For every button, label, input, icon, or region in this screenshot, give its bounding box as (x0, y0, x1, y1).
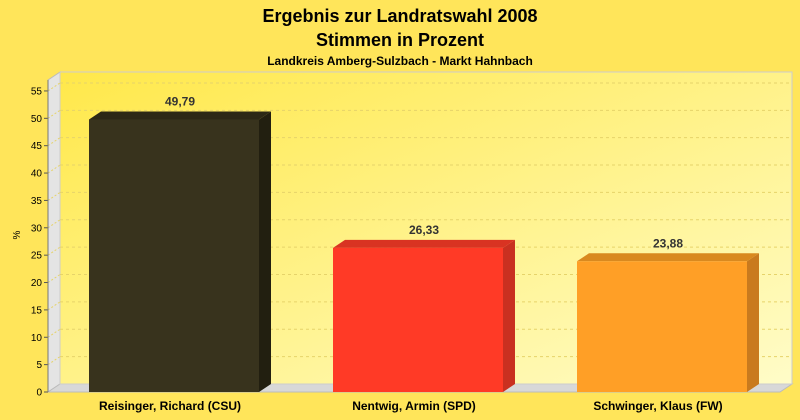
category-label: Nentwig, Armin (SPD) (352, 399, 476, 413)
y-tick-label: 10 (31, 333, 43, 344)
grid-line-side (47, 356, 61, 366)
y-tick-label: 40 (31, 169, 43, 180)
grid-line-side (47, 164, 61, 174)
y-tick-label: 5 (36, 360, 42, 371)
chart-subsubtitle: Landkreis Amberg-Sulzbach - Markt Hahnba… (267, 54, 533, 68)
y-tick-label: 35 (31, 196, 43, 207)
category-labels: Reisinger, Richard (CSU) Nentwig, Armin (… (99, 399, 723, 413)
data-label: 26,33 (409, 223, 439, 237)
y-tick-label: 20 (31, 278, 43, 289)
bar-side (747, 253, 759, 392)
y-tick-label: 45 (31, 141, 43, 152)
bar-top (577, 253, 759, 262)
y-axis-ticks: 0 5 10 15 20 25 30 35 40 45 50 55 (31, 86, 48, 399)
bar-side (503, 239, 515, 392)
y-tick-label: 25 (31, 251, 43, 262)
bar-group: 26,33 (333, 223, 515, 392)
bars: 49,79 26,33 23,88 (89, 94, 759, 392)
chart-title: Ergebnis zur Landratswahl 2008 (262, 6, 537, 26)
grid-line-side (47, 82, 61, 92)
grid-line-side (47, 109, 61, 119)
bar-top (333, 239, 515, 248)
bar (577, 261, 747, 392)
grid-line-side (47, 219, 61, 229)
bar (89, 119, 259, 392)
plot-side-wall (47, 71, 61, 393)
y-tick-label: 15 (31, 305, 43, 316)
bar-group: 49,79 (89, 94, 271, 392)
y-tick-label: 30 (31, 223, 43, 234)
category-label: Reisinger, Richard (CSU) (99, 399, 241, 413)
bar-group: 23,88 (577, 236, 759, 392)
y-axis-label: % (12, 230, 23, 239)
data-label: 23,88 (653, 236, 683, 250)
grid-line-side (47, 246, 61, 256)
y-tick-label: 0 (36, 388, 42, 399)
grid-line-side (47, 192, 61, 201)
data-label: 49,79 (165, 94, 195, 108)
bar-side (259, 111, 271, 392)
y-tick-label: 50 (31, 114, 43, 125)
grid-line-side (47, 137, 61, 147)
chart-subtitle: Stimmen in Prozent (316, 30, 484, 50)
grid-line-side (47, 274, 61, 283)
bar-top (89, 111, 271, 120)
category-label: Schwinger, Klaus (FW) (593, 399, 722, 413)
grid-line-side (47, 301, 61, 311)
grid-line-side (47, 328, 61, 338)
y-tick-label: 55 (31, 86, 43, 97)
bar (333, 247, 503, 392)
